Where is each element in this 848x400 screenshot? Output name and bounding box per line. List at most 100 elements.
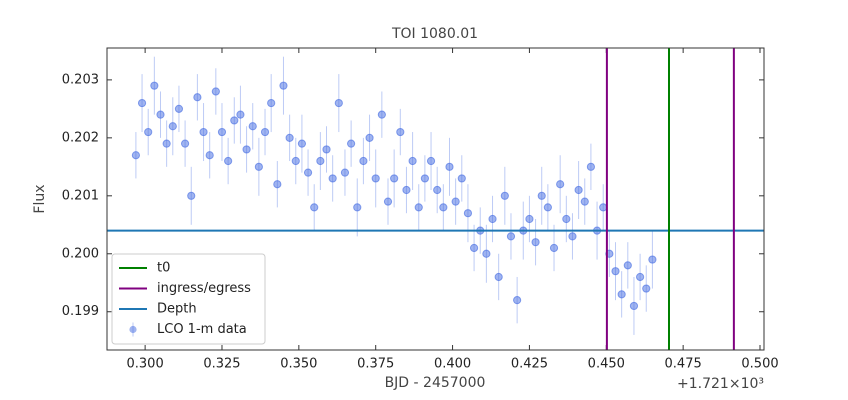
data-point (562, 214, 571, 224)
data-point (334, 98, 343, 108)
data-point (359, 156, 368, 166)
data-point (396, 127, 405, 137)
data-point (279, 81, 288, 90)
data-point (629, 301, 639, 311)
data-point (513, 296, 522, 305)
data-point (648, 255, 657, 264)
data-point (531, 238, 540, 247)
data-point (267, 98, 276, 108)
data-point (611, 267, 620, 276)
legend-label: ingress/egress (157, 281, 251, 296)
data-point (439, 203, 448, 212)
x-tick-label: 0.475 (665, 357, 702, 372)
x-tick-label: 0.350 (280, 357, 317, 372)
data-point (463, 209, 473, 218)
data-point (316, 156, 325, 166)
x-tick-label: 0.450 (588, 357, 625, 372)
data-point (199, 127, 208, 137)
data-point (144, 127, 153, 137)
data-point (131, 151, 140, 160)
y-tick-label: 0.199 (62, 304, 99, 319)
data-point (353, 203, 362, 212)
data-point (365, 133, 374, 142)
data-point (230, 116, 239, 125)
data-point (414, 203, 423, 212)
data-point (224, 156, 233, 166)
data-point (494, 272, 503, 282)
x-tick-label: 0.300 (127, 357, 164, 372)
data-point (254, 162, 263, 171)
data-point (285, 133, 294, 142)
data-point (390, 174, 399, 183)
data-point (457, 174, 466, 183)
data-point (623, 261, 632, 270)
y-tick-label: 0.203 (62, 72, 99, 87)
data-point (328, 174, 337, 183)
data-point (273, 180, 282, 189)
data-point (574, 185, 583, 195)
x-tick-label: 0.500 (741, 357, 778, 372)
y-tick-label: 0.200 (62, 246, 99, 261)
data-point (377, 110, 386, 119)
data-point (193, 93, 202, 102)
data-point (180, 139, 190, 148)
legend-label: Depth (157, 302, 197, 317)
data-point (482, 249, 491, 258)
data-point (445, 162, 454, 171)
data-point (310, 203, 319, 212)
data-point (469, 243, 479, 253)
x-tick-label: 0.400 (434, 357, 471, 372)
data-point (580, 197, 589, 206)
data-point (162, 139, 171, 148)
data-point (187, 191, 196, 200)
x-axis-label: BJD - 2457000 (385, 375, 486, 391)
x-offset-label: +1.721×10³ (677, 376, 764, 392)
data-point (383, 197, 393, 206)
y-tick-label: 0.202 (62, 130, 99, 145)
legend-box (111, 253, 266, 345)
data-point (506, 232, 516, 241)
data-point (322, 145, 331, 154)
data-point (636, 272, 645, 282)
data-point (248, 122, 257, 131)
data-point (433, 185, 442, 195)
data-point (174, 104, 184, 113)
data-point (500, 191, 509, 200)
data-point (599, 203, 608, 212)
data-point (260, 127, 270, 137)
legend-label: t0 (157, 261, 170, 276)
x-tick-label: 0.425 (511, 357, 548, 372)
legend-point (129, 325, 137, 334)
data-point (156, 110, 165, 119)
y-axis-label: Flux (32, 184, 48, 213)
data-point (242, 145, 251, 154)
data-point (236, 110, 245, 119)
data-point (586, 162, 596, 171)
data-point (217, 127, 227, 137)
data-point (137, 98, 147, 108)
data-point (402, 185, 411, 195)
data-point (543, 203, 552, 212)
data-point (525, 214, 534, 224)
data-point (340, 168, 350, 177)
data-point (371, 174, 380, 183)
data-point (556, 180, 565, 189)
data-point (168, 122, 177, 131)
legend-label: LCO 1-m data (157, 322, 247, 337)
data-point (426, 156, 436, 166)
data-point (451, 197, 460, 206)
data-point (549, 243, 559, 253)
x-tick-label: 0.375 (357, 357, 394, 372)
plot-frame (106, 47, 765, 351)
y-tick-label: 0.201 (62, 188, 99, 203)
data-point (617, 290, 626, 299)
data-point (211, 87, 220, 96)
data-point (420, 174, 429, 183)
data-point (347, 139, 356, 148)
data-point (303, 168, 313, 177)
x-tick-label: 0.325 (203, 357, 240, 372)
data-point (488, 214, 497, 224)
data-point (408, 156, 417, 166)
data-point (568, 232, 577, 241)
